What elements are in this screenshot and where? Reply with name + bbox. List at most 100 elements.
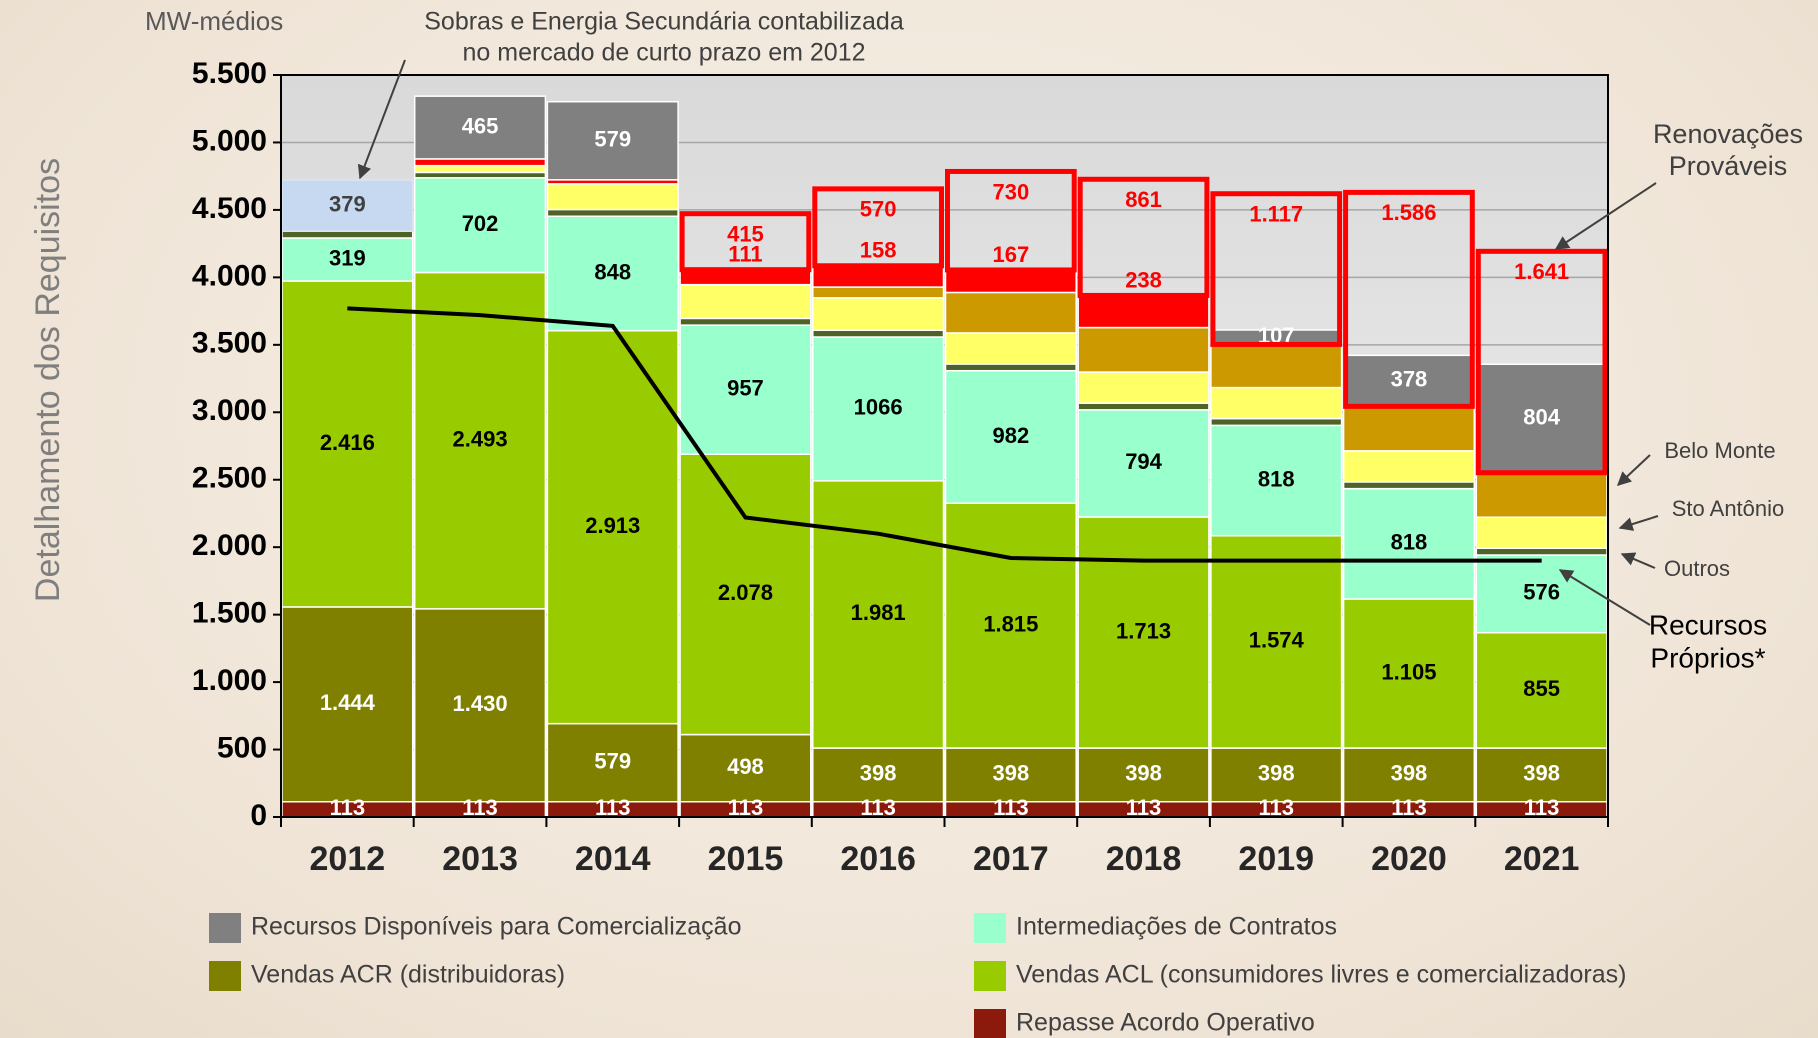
data-label: 238 (1125, 267, 1162, 292)
bar-segment (413, 271, 547, 610)
y-tick-label: 5.000 (192, 124, 267, 157)
annotation-arrow (1616, 454, 1651, 486)
data-label: 861 (1125, 187, 1162, 212)
annotation-arrow (1620, 552, 1656, 569)
bar-segment (413, 177, 547, 274)
data-label: 379 (329, 191, 366, 216)
bar-segment (413, 171, 547, 179)
x-tick-label: 2012 (310, 840, 386, 878)
renewal-box (945, 168, 1077, 273)
y-tick-label: 0 (250, 799, 267, 832)
data-label: 570 (860, 197, 897, 222)
x-tick-label: 2013 (442, 840, 518, 878)
bar-segment (281, 179, 414, 232)
data-label: 1.444 (320, 690, 376, 715)
x-tick-label: 2016 (840, 840, 916, 878)
legend-swatch (209, 913, 241, 943)
data-label: 319 (329, 245, 366, 270)
bar-segment (944, 332, 1077, 365)
legend-swatch (974, 1009, 1006, 1038)
annotation: Prováveis (1669, 151, 1788, 181)
data-label: 576 (1523, 580, 1560, 605)
bar-segment (1342, 481, 1476, 490)
data-label: 1.815 (983, 611, 1038, 636)
legend-label: Intermediações de Contratos (1016, 913, 1337, 941)
data-label: 855 (1523, 676, 1560, 701)
legend-label: Vendas ACR (distribuidoras) (251, 961, 565, 989)
data-label: 398 (1125, 761, 1162, 786)
y-tick-label: 1.500 (192, 597, 267, 630)
bar-segment (413, 608, 547, 803)
renewal-box (1210, 191, 1343, 347)
bar-segment (679, 317, 812, 326)
legend-label: Repasse Acordo Operativo (1016, 1009, 1315, 1037)
data-label: 818 (1258, 466, 1295, 491)
data-label: 1.713 (1116, 618, 1171, 643)
bar-segment (1210, 747, 1343, 803)
bar-segment (546, 722, 679, 803)
annotation: Sto Antônio (1672, 496, 1785, 521)
bar-segment (1475, 471, 1608, 518)
bar-segment (812, 286, 945, 299)
bar-segment (1077, 326, 1210, 373)
bar-segment (1077, 747, 1210, 803)
data-label: 1.574 (1249, 628, 1305, 653)
bar-segment (1342, 354, 1476, 408)
renewal-box (812, 186, 944, 269)
bar-segment (1475, 516, 1608, 550)
annotation: Renovações (1653, 119, 1803, 149)
data-label: 1.981 (851, 600, 906, 625)
bar-segment (1077, 294, 1210, 329)
data-label: 957 (727, 375, 764, 400)
y-tick-label: 500 (217, 731, 267, 764)
data-label: 158 (860, 238, 897, 263)
bar-segment (1475, 363, 1608, 474)
legend-label: Recursos Disponíveis para Comercializaçã… (251, 913, 741, 941)
data-label: 702 (462, 211, 499, 236)
data-label: 2.493 (453, 426, 508, 451)
data-label: 398 (1258, 761, 1295, 786)
bar-segment (1210, 386, 1343, 420)
data-label: 579 (594, 127, 631, 152)
x-tick-label: 2015 (708, 840, 784, 878)
bar-segment (812, 297, 945, 331)
renewal-box (1343, 189, 1475, 409)
x-tick-label: 2019 (1238, 840, 1314, 878)
annotation-arrow (357, 59, 406, 180)
data-label: 1.586 (1381, 200, 1436, 225)
bar-segment (1342, 598, 1476, 749)
bar-segment (812, 747, 945, 803)
data-label: 398 (1523, 761, 1560, 786)
data-label: 167 (992, 242, 1029, 267)
data-label: 2.913 (585, 513, 640, 538)
x-tick-label: 2017 (973, 840, 1049, 878)
legend-swatch (974, 913, 1006, 943)
renewal-box (1077, 176, 1210, 298)
line (347, 306, 1542, 563)
data-label: 378 (1391, 367, 1428, 392)
bar-segment (1077, 371, 1210, 404)
data-label: 398 (992, 761, 1029, 786)
bar-segment (281, 230, 414, 239)
x-tick-label: 2021 (1504, 840, 1580, 878)
renewal-box (1475, 248, 1608, 476)
data-label: 398 (860, 761, 897, 786)
data-label: 1.430 (453, 691, 508, 716)
bar-segment (1210, 417, 1343, 427)
data-label: 415 (727, 221, 764, 246)
y-tick-label: 3.000 (192, 394, 267, 427)
bar-segment (413, 164, 547, 174)
data-label: 465 (462, 113, 499, 138)
bar-segment (1342, 450, 1476, 483)
annotation-arrow (1558, 569, 1651, 626)
annotation: Recursos (1649, 609, 1767, 640)
x-tick-label: 2014 (575, 840, 651, 878)
data-label: 579 (594, 749, 631, 774)
y-tick-label: 4.500 (192, 192, 267, 225)
bar-segment (1210, 343, 1343, 389)
bar-segment (281, 280, 414, 608)
bar-segment (1342, 747, 1476, 803)
bar-segment (1077, 516, 1210, 749)
data-label: 982 (992, 423, 1029, 448)
y-tick-label: 3.500 (192, 327, 267, 360)
